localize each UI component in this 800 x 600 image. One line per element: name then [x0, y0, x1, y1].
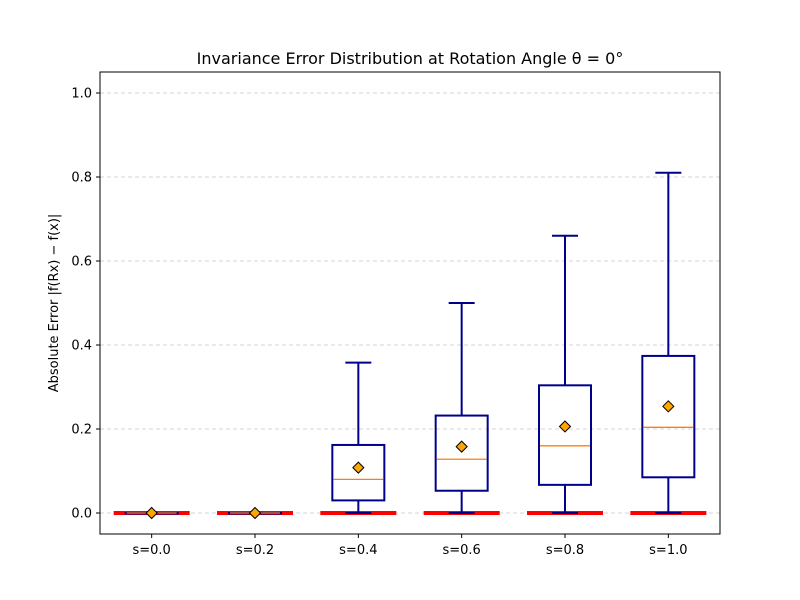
- x-tick-label: s=0.2: [236, 543, 274, 558]
- box-group: [124, 506, 179, 520]
- x-tick-label: s=0.0: [132, 543, 170, 558]
- y-axis-label: Absolute Error |f(Rx) − f(x)|: [47, 214, 62, 393]
- y-tick-label: 0.4: [71, 339, 92, 354]
- box-layer: [124, 171, 696, 520]
- plot-frame: [99, 71, 721, 535]
- box-group: [331, 361, 386, 514]
- x-tick-label: s=0.8: [546, 543, 584, 558]
- box-iqr: [434, 414, 489, 492]
- y-tick-label: 1.0: [71, 87, 92, 102]
- x-tick-label: s=0.4: [339, 543, 377, 558]
- mean-marker: [248, 506, 262, 520]
- axis-layer: 0.0 0.2 0.4 0.6 0.8 1.0 s=0.0 s=0.2 s=0.4 s=0.6 s=…: [71, 71, 721, 558]
- mean-marker: [352, 461, 365, 474]
- box-group: [434, 302, 489, 514]
- box-group: [641, 171, 696, 514]
- box-group: [228, 506, 282, 520]
- grid-layer: [100, 92, 720, 514]
- box-group: [538, 234, 592, 514]
- mean-marker: [558, 420, 572, 433]
- x-tick-label: s=0.6: [442, 543, 480, 558]
- mean-marker: [145, 506, 158, 520]
- y-tick-label: 0.2: [71, 423, 92, 438]
- box-iqr: [641, 354, 696, 479]
- box-iqr: [331, 443, 386, 502]
- y-tick-label: 0.0: [71, 507, 92, 522]
- x-tick-label: s=1.0: [649, 543, 687, 558]
- chart-title: Invariance Error Distribution at Rotatio…: [197, 49, 624, 68]
- box-iqr: [538, 384, 592, 486]
- y-tick-label: 0.6: [71, 255, 92, 270]
- y-tick-label: 0.8: [71, 171, 92, 186]
- mean-marker: [662, 400, 675, 413]
- mean-marker: [455, 440, 468, 453]
